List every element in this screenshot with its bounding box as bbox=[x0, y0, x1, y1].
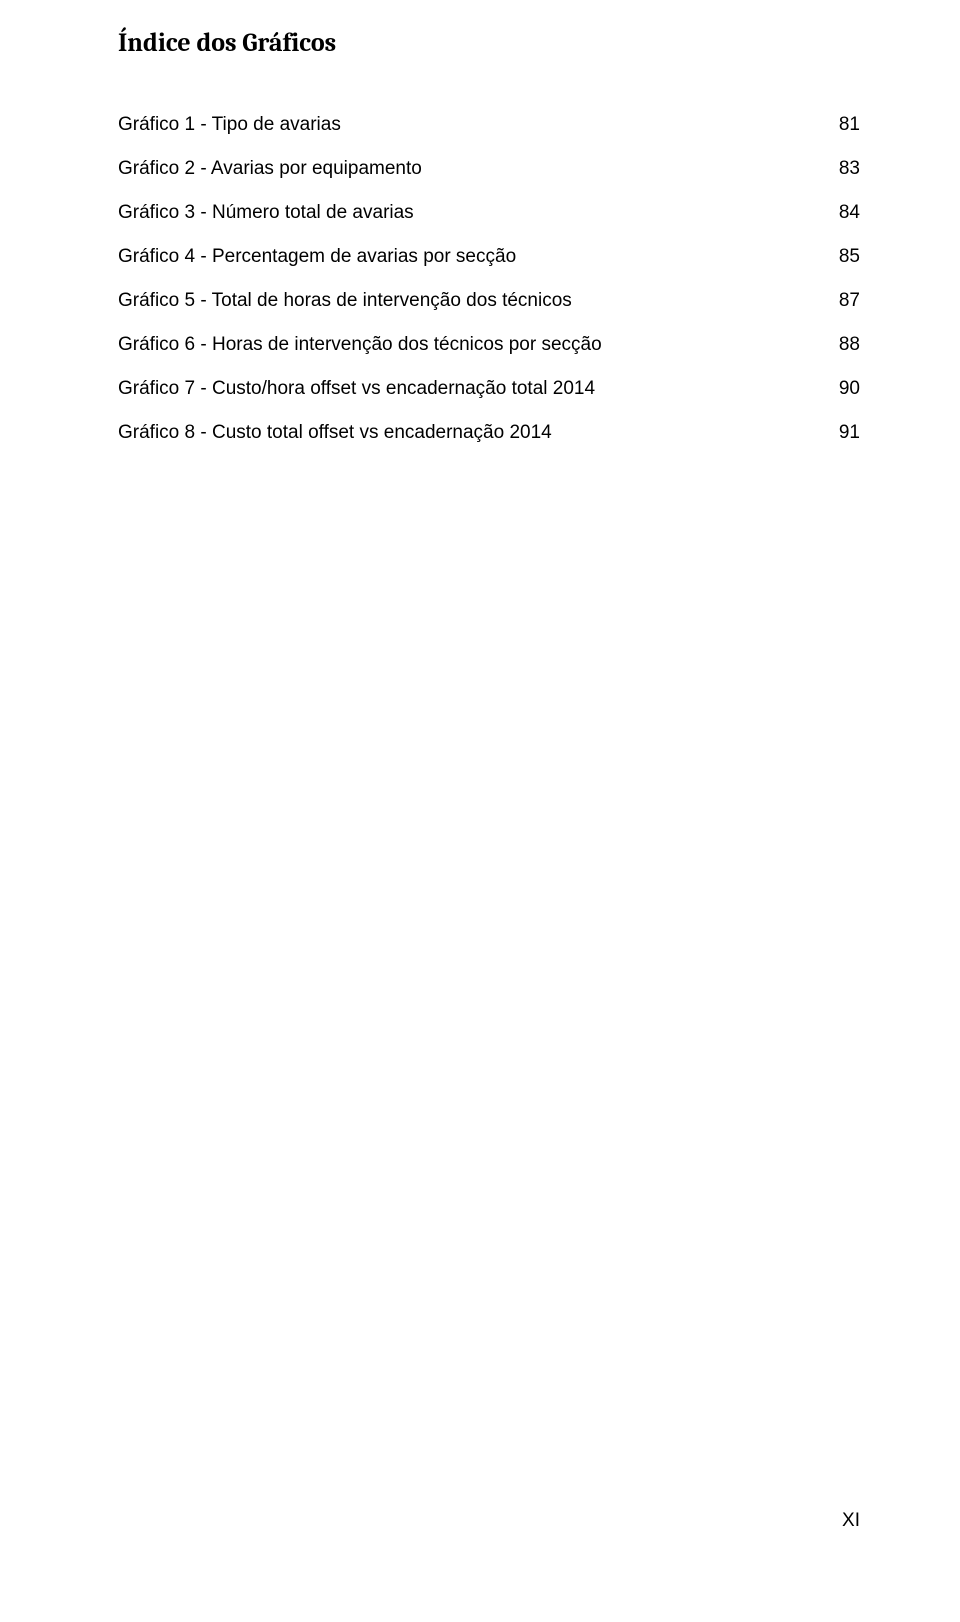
toc-entry: Gráfico 5 - Total de horas de intervençã… bbox=[118, 290, 860, 312]
toc-page-number: 91 bbox=[839, 422, 860, 444]
toc-page-number: 87 bbox=[839, 290, 860, 312]
toc-label: Gráfico 1 - Tipo de avarias bbox=[118, 114, 341, 136]
page-number: XI bbox=[842, 1510, 860, 1532]
toc-entry: Gráfico 2 - Avarias por equipamento 83 bbox=[118, 158, 860, 180]
toc-label: Gráfico 2 - Avarias por equipamento bbox=[118, 158, 422, 180]
toc-entry: Gráfico 4 - Percentagem de avarias por s… bbox=[118, 246, 860, 268]
toc-label: Gráfico 6 - Horas de intervenção dos téc… bbox=[118, 334, 602, 356]
toc-label: Gráfico 4 - Percentagem de avarias por s… bbox=[118, 246, 516, 268]
toc-entry: Gráfico 6 - Horas de intervenção dos téc… bbox=[118, 334, 860, 356]
toc-entry: Gráfico 8 - Custo total offset vs encade… bbox=[118, 422, 860, 444]
toc-entry: Gráfico 7 - Custo/hora offset vs encader… bbox=[118, 378, 860, 400]
toc-label: Gráfico 5 - Total de horas de intervençã… bbox=[118, 290, 572, 312]
toc-page-number: 81 bbox=[839, 114, 860, 136]
toc-page-number: 85 bbox=[839, 246, 860, 268]
toc-page-number: 83 bbox=[839, 158, 860, 180]
toc-label: Gráfico 8 - Custo total offset vs encade… bbox=[118, 422, 552, 444]
toc-label: Gráfico 7 - Custo/hora offset vs encader… bbox=[118, 378, 595, 400]
toc-entry: Gráfico 1 - Tipo de avarias 81 bbox=[118, 114, 860, 136]
toc-label: Gráfico 3 - Número total de avarias bbox=[118, 202, 414, 224]
toc-page-number: 84 bbox=[839, 202, 860, 224]
toc-list: Gráfico 1 - Tipo de avarias 81 Gráfico 2… bbox=[118, 114, 860, 444]
toc-entry: Gráfico 3 - Número total de avarias 84 bbox=[118, 202, 860, 224]
toc-page-number: 88 bbox=[839, 334, 860, 356]
page-title: Índice dos Gráficos bbox=[118, 28, 860, 58]
toc-page-number: 90 bbox=[839, 378, 860, 400]
